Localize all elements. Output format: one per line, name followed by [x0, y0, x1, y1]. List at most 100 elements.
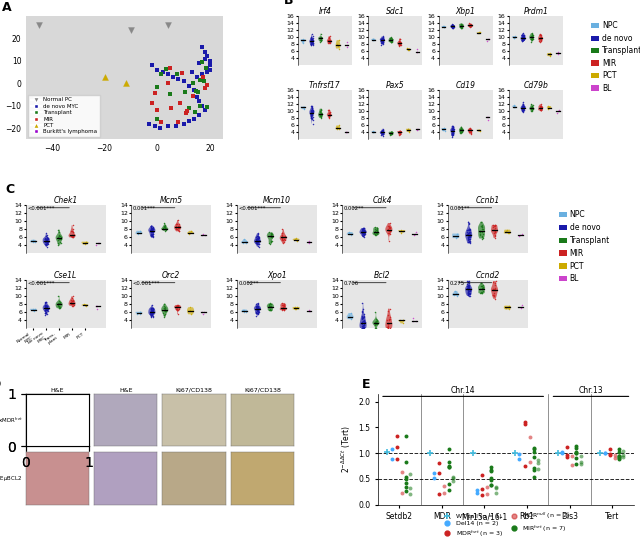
Point [464, 127, 474, 136]
Point [305, 307, 316, 316]
Point [152, 115, 162, 124]
Point [266, 306, 276, 315]
Point [132, 229, 143, 237]
Point [306, 38, 316, 46]
Point [465, 225, 475, 234]
Point [253, 303, 263, 312]
Point [377, 35, 387, 44]
Point [502, 229, 513, 238]
Point [387, 35, 397, 43]
Point [316, 34, 326, 42]
Point [358, 227, 369, 235]
Point [163, 21, 173, 30]
Point [133, 308, 143, 317]
Point [54, 228, 64, 236]
Point [67, 297, 77, 306]
Point [42, 240, 52, 248]
Point [146, 222, 156, 231]
Point [306, 36, 316, 45]
Point [370, 324, 380, 332]
Point [476, 278, 486, 287]
Point [291, 235, 301, 244]
Point [191, 92, 202, 101]
Title: Irf4: Irf4 [319, 7, 332, 16]
Point [378, 132, 388, 140]
Point [382, 316, 392, 324]
Point [477, 289, 487, 297]
Point [316, 35, 326, 44]
Point [536, 106, 546, 115]
Point [253, 232, 263, 241]
Point [40, 306, 51, 315]
Point [519, 31, 529, 39]
Point [463, 285, 473, 293]
Point [307, 36, 317, 45]
Point [518, 32, 529, 41]
Point [463, 285, 473, 293]
Point [253, 233, 264, 241]
Point [42, 237, 52, 246]
Point [384, 229, 394, 237]
Point [383, 318, 393, 327]
Point [356, 231, 367, 240]
Point [357, 312, 367, 321]
Point [332, 40, 342, 48]
Point [266, 231, 276, 240]
Point [195, 102, 205, 111]
Point [457, 125, 467, 133]
Point [358, 227, 369, 236]
Point [463, 236, 473, 245]
Point [315, 34, 325, 42]
Point [148, 231, 158, 240]
Point [463, 287, 474, 295]
Point [448, 22, 458, 31]
Point [447, 21, 458, 30]
Point [457, 125, 467, 134]
Title: Cd79b: Cd79b [524, 81, 548, 90]
Point [383, 322, 393, 330]
Point [572, 441, 582, 450]
Point [440, 127, 450, 135]
Point [518, 32, 528, 40]
Point [68, 298, 79, 307]
Point [359, 224, 369, 233]
Point [333, 42, 343, 50]
Point [147, 225, 157, 234]
Point [145, 309, 156, 318]
Point [385, 219, 395, 227]
Point [447, 126, 458, 134]
Point [518, 105, 529, 114]
Point [172, 303, 182, 311]
Point [465, 23, 476, 31]
Point [267, 233, 277, 241]
Point [527, 107, 538, 116]
Point [307, 39, 317, 48]
Title: Ki67/CD138: Ki67/CD138 [244, 388, 281, 393]
Point [439, 23, 449, 32]
Point [346, 313, 356, 321]
Point [159, 303, 170, 312]
Point [465, 21, 476, 30]
Point [276, 225, 287, 234]
Point [146, 307, 156, 315]
Point [518, 105, 528, 113]
Point [357, 315, 367, 324]
Point [447, 122, 458, 130]
Point [251, 235, 261, 243]
Point [383, 226, 393, 234]
Point [357, 225, 367, 234]
Point [447, 21, 458, 30]
Point [99, 72, 109, 81]
Point [359, 317, 369, 325]
Point [396, 128, 406, 137]
Point [68, 302, 78, 310]
Point [189, 115, 199, 124]
Point [567, 452, 577, 460]
Point [40, 305, 51, 314]
Title: H&E: H&E [51, 388, 64, 393]
Point [307, 107, 317, 115]
Point [526, 103, 536, 111]
Point [385, 313, 395, 321]
Point [448, 124, 458, 132]
Point [448, 474, 458, 483]
